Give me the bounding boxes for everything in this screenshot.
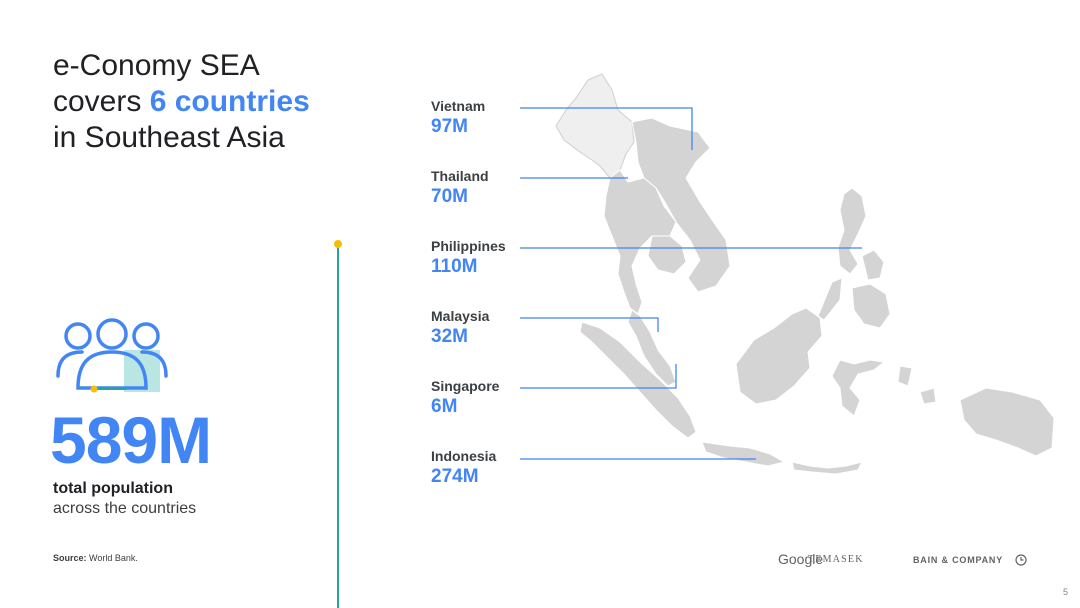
country-population-vietnam: 97M bbox=[431, 116, 468, 137]
country-name-malaysia: Malaysia bbox=[431, 308, 490, 324]
total-population-sublabel: across the countries bbox=[53, 500, 197, 517]
country-population-malaysia: 32M bbox=[431, 326, 468, 347]
country-population-philippines: 110M bbox=[431, 256, 478, 277]
source-label: Source: bbox=[53, 553, 87, 563]
divider-dot bbox=[334, 240, 342, 248]
source-note: Source: World Bank. bbox=[53, 553, 138, 563]
total-population-value: 589M bbox=[50, 403, 212, 477]
source-text: World Bank. bbox=[86, 553, 138, 563]
country-population-singapore: 6M bbox=[431, 396, 458, 417]
page-number: 5 bbox=[1062, 587, 1068, 597]
temasek-logo: TEMASEK bbox=[808, 554, 864, 565]
country-population-indonesia: 274M bbox=[431, 466, 479, 487]
bain-logo: BAIN & COMPANY bbox=[913, 555, 1004, 565]
total-population-label: total population bbox=[53, 480, 173, 497]
title-line-1: e-Conomy SEA bbox=[53, 49, 260, 82]
title-line-3: in Southeast Asia bbox=[53, 121, 285, 154]
country-name-indonesia: Indonesia bbox=[431, 448, 497, 464]
bain-mark-icon bbox=[1015, 554, 1027, 566]
country-name-singapore: Singapore bbox=[431, 378, 500, 394]
country-name-philippines: Philippines bbox=[431, 238, 506, 254]
vertical-divider bbox=[337, 245, 339, 608]
title-line-2-prefix: covers bbox=[53, 85, 150, 118]
people-icon bbox=[56, 318, 168, 393]
southeast-asia-map bbox=[555, 73, 1055, 475]
slide-title: e-Conomy SEA covers 6 countries in South… bbox=[53, 48, 373, 156]
title-highlight: 6 countries bbox=[149, 85, 310, 118]
country-name-vietnam: Vietnam bbox=[431, 98, 486, 114]
google-logo: Google bbox=[778, 551, 824, 567]
title-line-2: covers 6 countries bbox=[53, 84, 373, 120]
country-name-thailand: Thailand bbox=[431, 168, 489, 184]
country-population-thailand: 70M bbox=[431, 186, 468, 207]
